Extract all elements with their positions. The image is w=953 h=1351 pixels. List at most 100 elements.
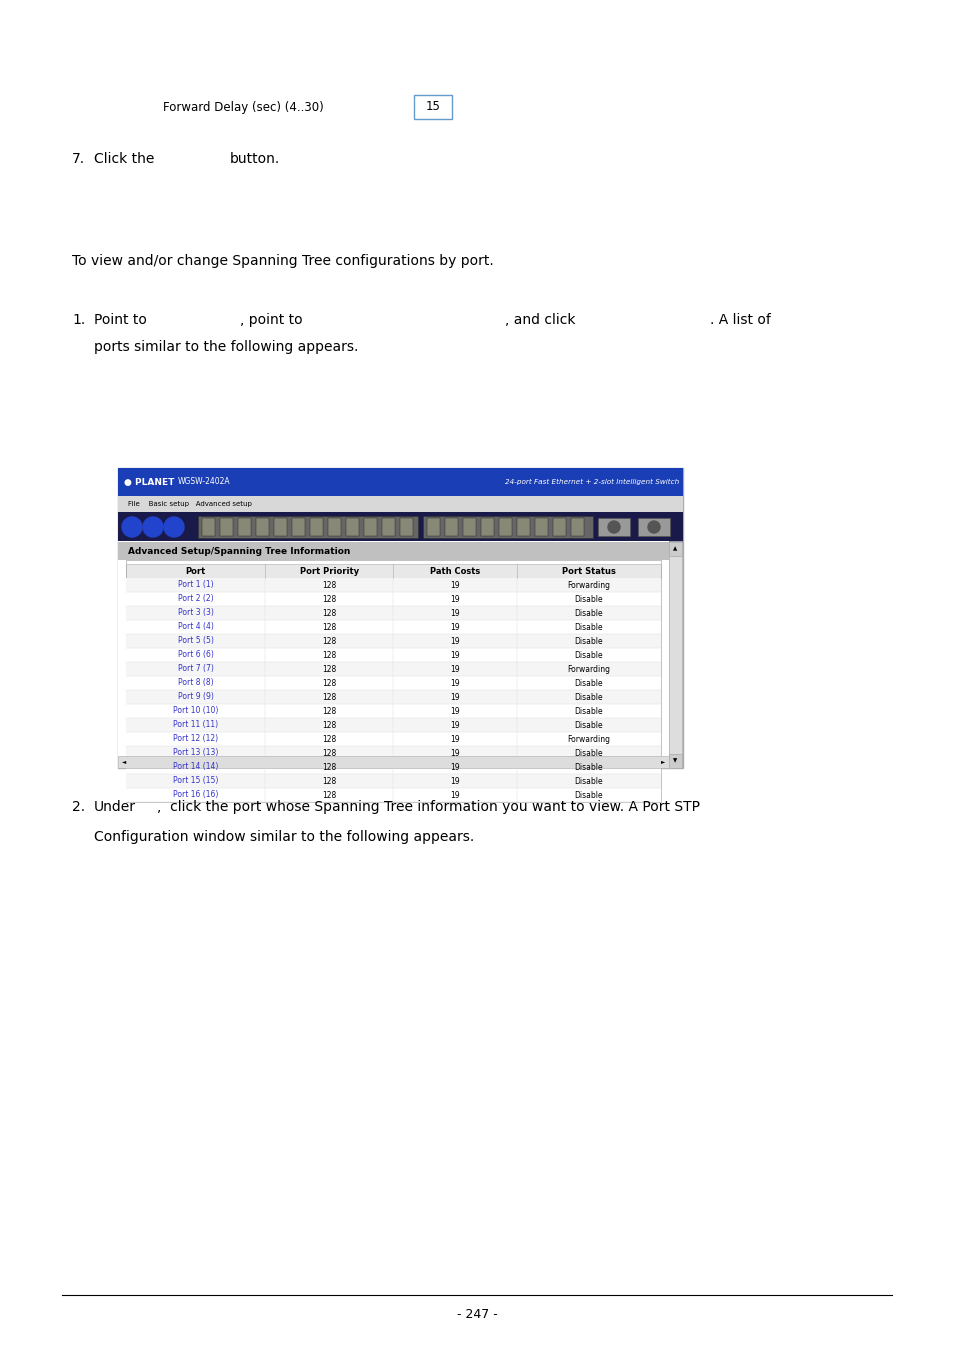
Bar	[255, 517, 269, 536]
Bar	[220, 517, 233, 536]
Text: 19: 19	[450, 777, 459, 785]
Bar	[598, 517, 629, 536]
Bar	[118, 496, 682, 512]
Text: 128: 128	[322, 581, 336, 589]
Bar	[444, 517, 457, 536]
Text: Disable: Disable	[574, 608, 602, 617]
Text: Port 5 (5): Port 5 (5)	[177, 636, 213, 646]
Text: 19: 19	[450, 790, 459, 800]
Bar	[118, 757, 668, 767]
Text: Disable: Disable	[574, 678, 602, 688]
Text: 19: 19	[450, 678, 459, 688]
Bar	[202, 517, 214, 536]
Bar	[498, 517, 512, 536]
Text: Forwarding: Forwarding	[567, 665, 610, 674]
Bar	[118, 540, 668, 767]
Text: Path Costs: Path Costs	[430, 566, 479, 576]
Bar	[126, 690, 660, 704]
Text: 19: 19	[450, 748, 459, 758]
Text: Disable: Disable	[574, 762, 602, 771]
Text: 128: 128	[322, 678, 336, 688]
Text: 19: 19	[450, 735, 459, 743]
Text: Disable: Disable	[574, 636, 602, 646]
Text: Port Status: Port Status	[561, 566, 615, 576]
Bar	[427, 517, 439, 536]
Text: Disable: Disable	[574, 693, 602, 701]
Text: ports similar to the following appears.: ports similar to the following appears.	[94, 340, 358, 354]
Bar	[310, 517, 323, 536]
Bar	[126, 788, 660, 802]
Bar	[126, 561, 660, 802]
Bar	[292, 517, 305, 536]
Text: Port 8 (8): Port 8 (8)	[177, 678, 213, 688]
Text: 128: 128	[322, 665, 336, 674]
Text: Port 9 (9): Port 9 (9)	[177, 693, 213, 701]
Bar	[126, 592, 660, 607]
Bar	[535, 517, 547, 536]
Text: Port 11 (11): Port 11 (11)	[172, 720, 218, 730]
Bar	[346, 517, 358, 536]
Text: 128: 128	[322, 693, 336, 701]
Text: ►: ►	[660, 759, 664, 765]
Bar	[126, 662, 660, 676]
Bar	[126, 676, 660, 690]
Bar	[399, 517, 413, 536]
Bar	[364, 517, 376, 536]
Text: WGSW-2402A: WGSW-2402A	[178, 477, 231, 486]
Text: 19: 19	[450, 636, 459, 646]
Text: 2.: 2.	[71, 800, 85, 815]
Text: 15: 15	[425, 100, 440, 113]
Circle shape	[164, 517, 184, 536]
Text: 24-port Fast Ethernet + 2-slot Intelligent Switch: 24-port Fast Ethernet + 2-slot Intellige…	[504, 480, 679, 485]
Text: ● PLANET: ● PLANET	[124, 477, 174, 486]
Text: 19: 19	[450, 707, 459, 716]
Bar	[126, 578, 660, 592]
Text: Port 4 (4): Port 4 (4)	[177, 623, 213, 631]
Bar	[126, 607, 660, 620]
Bar	[198, 516, 417, 538]
Bar	[668, 542, 681, 557]
Text: button.: button.	[230, 153, 280, 166]
Text: 19: 19	[450, 623, 459, 631]
Bar	[126, 648, 660, 662]
Text: Disable: Disable	[574, 623, 602, 631]
Bar	[517, 517, 530, 536]
Text: 128: 128	[322, 623, 336, 631]
Text: Advanced Setup/Spanning Tree Information: Advanced Setup/Spanning Tree Information	[128, 547, 350, 555]
Bar	[118, 467, 682, 496]
Bar	[381, 517, 395, 536]
Text: ,  click the port whose Spanning Tree information you want to view. A Port STP: , click the port whose Spanning Tree inf…	[157, 800, 700, 815]
Bar	[126, 761, 660, 774]
Text: Point to: Point to	[94, 313, 147, 327]
Text: Port 14 (14): Port 14 (14)	[172, 762, 218, 771]
Text: Port 1 (1): Port 1 (1)	[177, 581, 213, 589]
Text: Disable: Disable	[574, 720, 602, 730]
Text: Disable: Disable	[574, 748, 602, 758]
Text: 19: 19	[450, 720, 459, 730]
Text: 128: 128	[322, 636, 336, 646]
Text: Disable: Disable	[574, 707, 602, 716]
Bar	[668, 754, 681, 767]
Circle shape	[607, 521, 619, 534]
Text: 128: 128	[322, 650, 336, 659]
Text: 128: 128	[322, 790, 336, 800]
Bar	[328, 517, 340, 536]
Bar	[638, 517, 669, 536]
Text: , and click: , and click	[504, 313, 575, 327]
Text: , point to: , point to	[240, 313, 302, 327]
Text: Port 2 (2): Port 2 (2)	[177, 594, 213, 604]
Bar	[118, 512, 682, 542]
Text: 19: 19	[450, 594, 459, 604]
Text: Disable: Disable	[574, 790, 602, 800]
Text: 1.: 1.	[71, 313, 85, 327]
Text: Forwarding: Forwarding	[567, 581, 610, 589]
Bar	[668, 540, 681, 767]
Text: 19: 19	[450, 650, 459, 659]
Text: File    Basic setup   Advanced setup: File Basic setup Advanced setup	[128, 501, 252, 507]
Text: 19: 19	[450, 608, 459, 617]
Text: Port 7 (7): Port 7 (7)	[177, 665, 213, 674]
Bar	[237, 517, 251, 536]
Bar	[422, 516, 593, 538]
Text: 128: 128	[322, 777, 336, 785]
Text: Disable: Disable	[574, 650, 602, 659]
